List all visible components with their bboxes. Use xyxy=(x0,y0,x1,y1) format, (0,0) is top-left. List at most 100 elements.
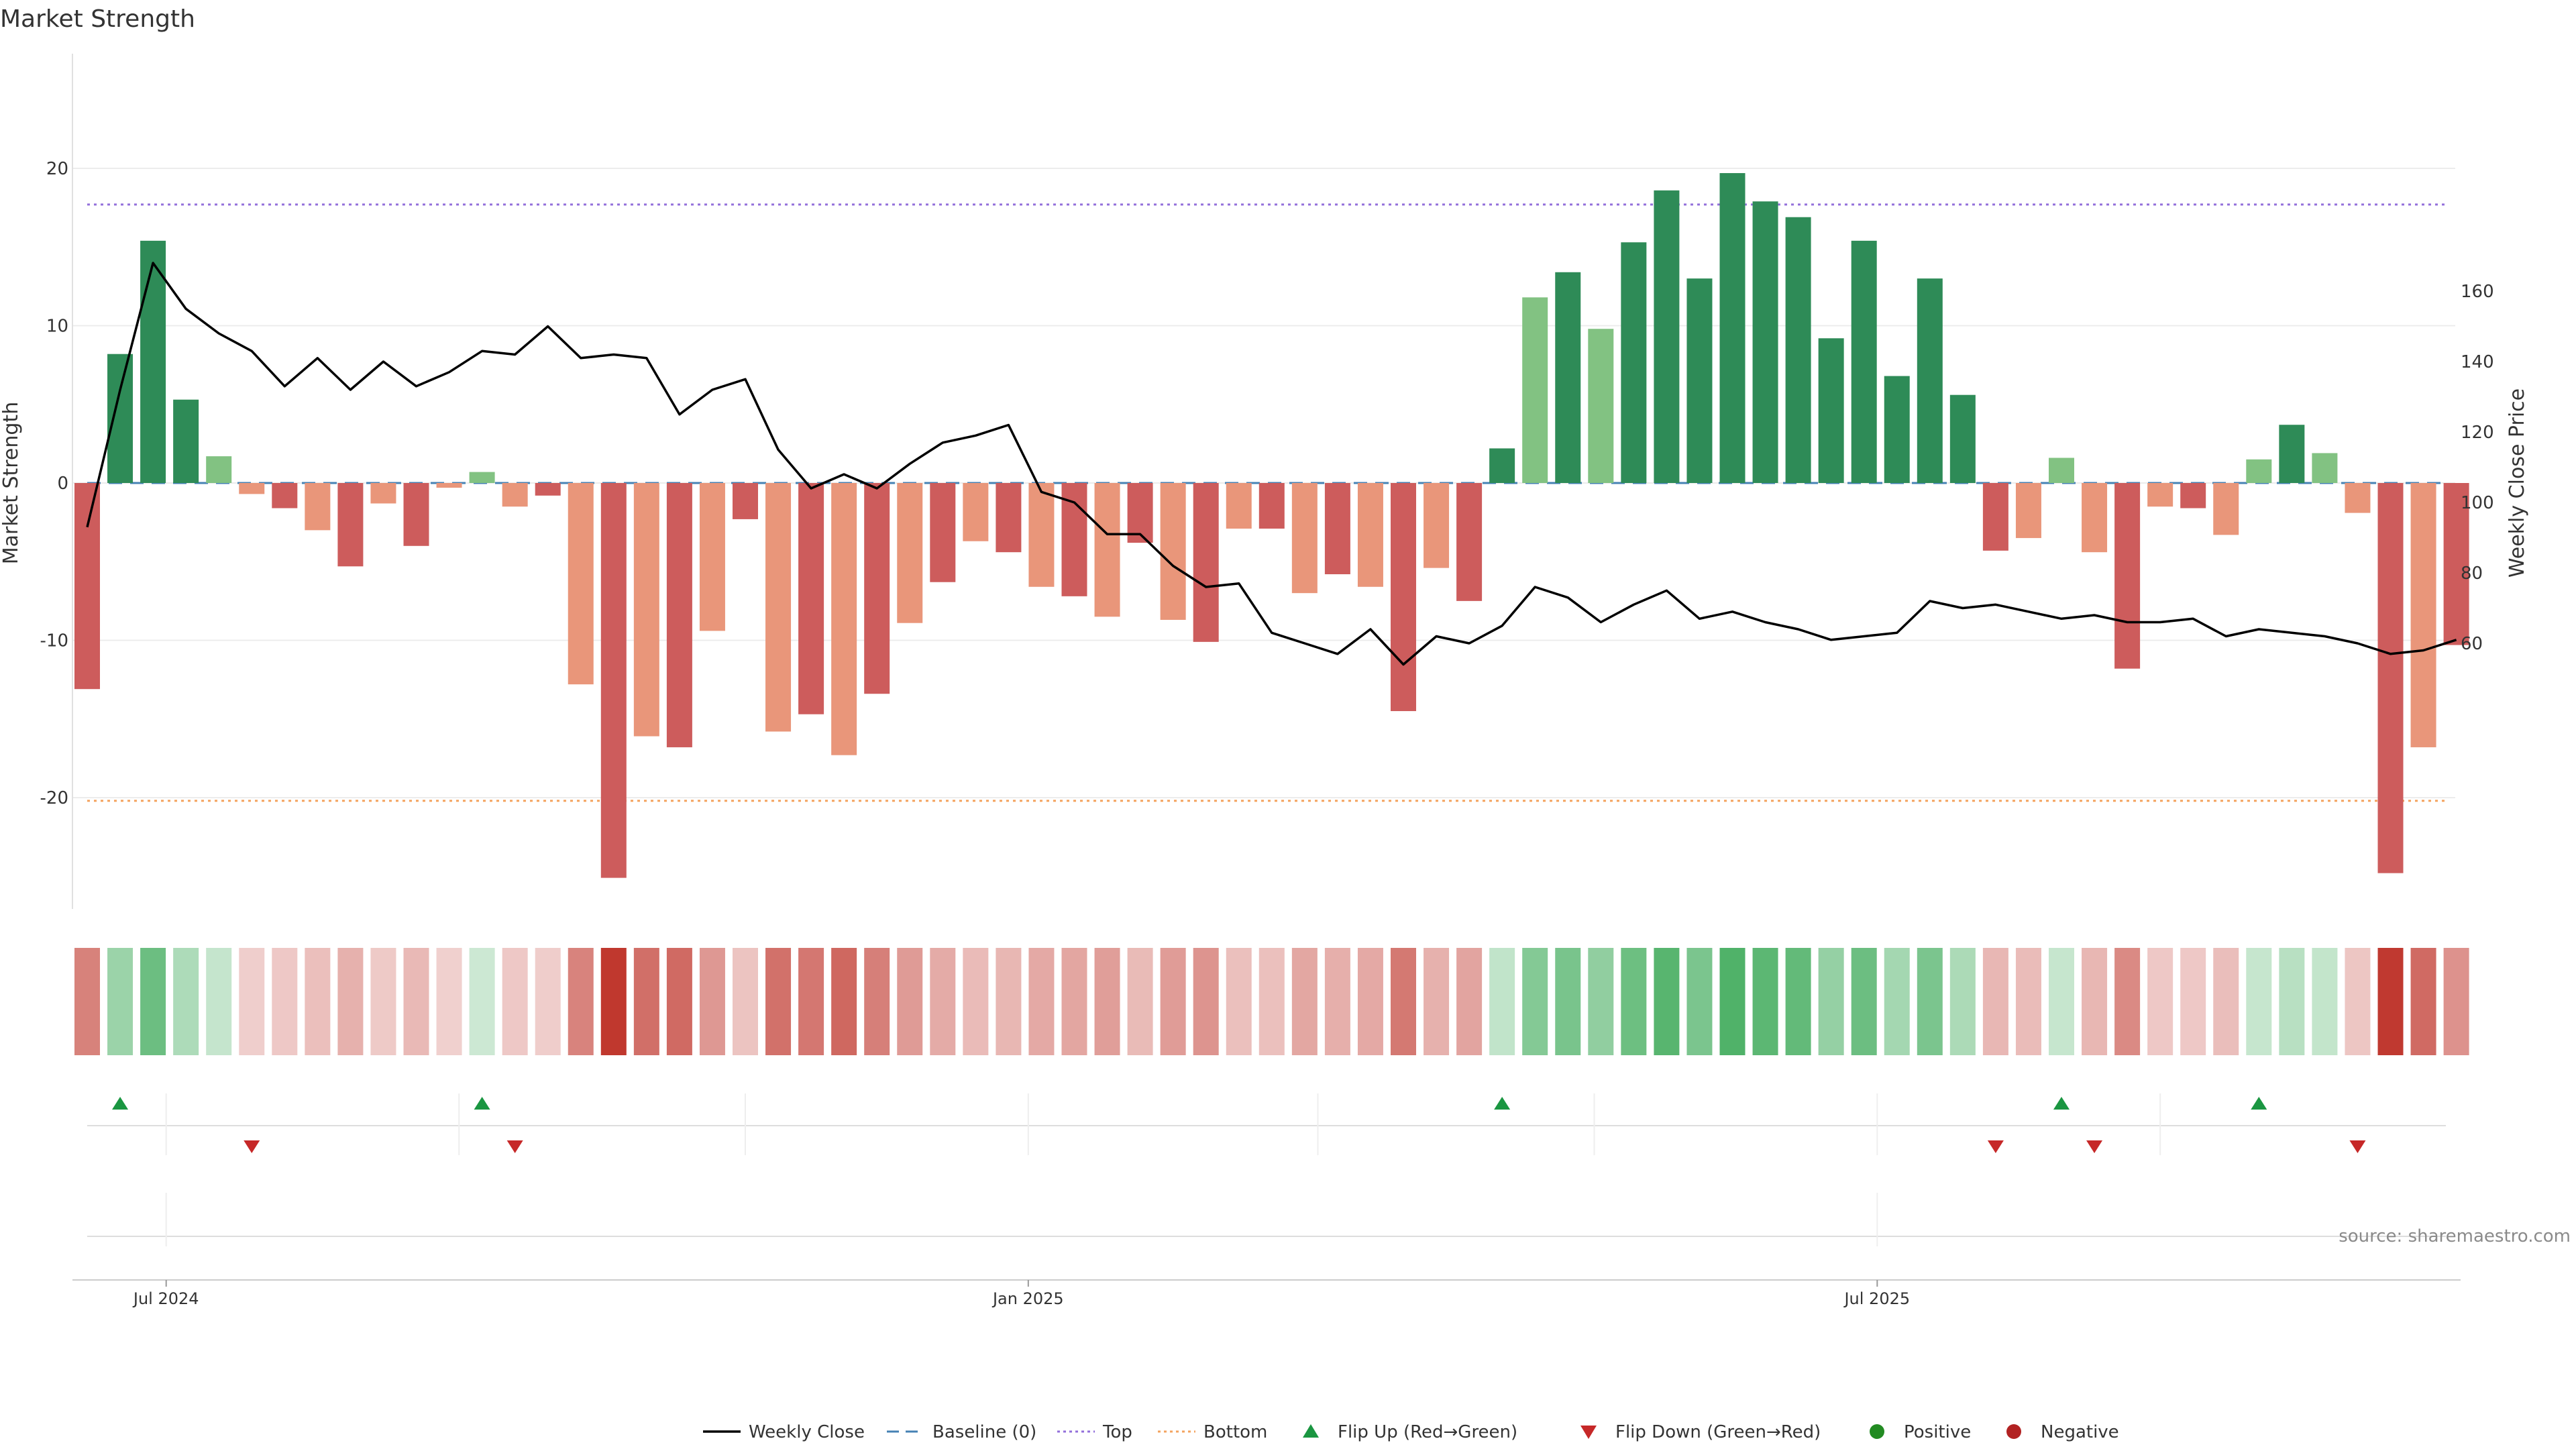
heat-cell xyxy=(897,948,923,1055)
heat-cell xyxy=(305,948,331,1055)
heat-cell xyxy=(1851,948,1877,1055)
strength-bar xyxy=(305,483,331,531)
heat-cell xyxy=(370,948,396,1055)
heat-cell xyxy=(2180,948,2206,1055)
strength-bar xyxy=(370,483,396,504)
flip-down-marker xyxy=(244,1140,260,1153)
strength-bar xyxy=(1456,483,1483,601)
strength-bar xyxy=(1522,297,1548,483)
heat-cell xyxy=(1291,948,1318,1055)
strength-bar xyxy=(831,483,857,755)
heat-cell xyxy=(107,948,133,1055)
heat-cell xyxy=(2246,948,2272,1055)
heat-cell xyxy=(140,948,166,1055)
flip-up-legend-label: Flip Up (Red→Green) xyxy=(1338,1422,1517,1442)
heat-cell xyxy=(1160,948,1186,1055)
strength-bar xyxy=(864,483,890,694)
heat-cell xyxy=(1324,948,1350,1055)
heat-cell xyxy=(1982,948,2008,1055)
y2-tick-label: 120 xyxy=(2461,423,2494,443)
y-tick-label: -10 xyxy=(40,631,68,651)
heat-cell xyxy=(469,948,495,1055)
heat-cell xyxy=(2147,948,2174,1055)
negative-swatch xyxy=(2006,1424,2021,1439)
heat-cell xyxy=(337,948,364,1055)
flip-up-marker xyxy=(1494,1097,1511,1110)
heat-cell xyxy=(1949,948,1976,1055)
strength-bar xyxy=(2213,483,2239,535)
strength-bar xyxy=(633,483,659,737)
heat-cell xyxy=(1884,948,1910,1055)
heat-cell xyxy=(1028,948,1055,1055)
strength-bar xyxy=(1127,483,1153,543)
strength-bar xyxy=(173,399,199,483)
strength-bar xyxy=(337,483,364,567)
strength-bar xyxy=(1621,242,1647,483)
heat-cell xyxy=(2114,948,2141,1055)
heat-cell xyxy=(864,948,890,1055)
flip-up-marker xyxy=(2251,1097,2267,1110)
strength-bar xyxy=(403,483,429,546)
date-tick-label: Jan 2025 xyxy=(991,1289,1064,1308)
strength-bar xyxy=(2114,483,2141,669)
strength-bar xyxy=(239,483,265,494)
strength-bar xyxy=(1982,483,2008,551)
top-legend-label: Top xyxy=(1102,1422,1132,1442)
heat-cell xyxy=(74,948,100,1055)
strength-bar xyxy=(1489,448,1515,483)
strength-bar xyxy=(699,483,725,631)
heat-cell xyxy=(206,948,232,1055)
strength-bar xyxy=(1555,272,1581,483)
strength-bar xyxy=(535,483,561,496)
strength-bar xyxy=(74,483,100,690)
strength-bars xyxy=(74,173,2469,878)
heat-cell xyxy=(798,948,824,1055)
heat-cell xyxy=(633,948,659,1055)
y2-tick-label: 100 xyxy=(2461,493,2494,513)
strength-bar xyxy=(1719,173,1746,483)
heat-cell xyxy=(1357,948,1383,1055)
strength-bar xyxy=(140,240,166,483)
heat-cell xyxy=(2015,948,2041,1055)
y-axis-label: Market Strength xyxy=(0,402,23,564)
strength-bar xyxy=(2082,483,2108,553)
strength-bar xyxy=(2049,458,2074,483)
heat-cell xyxy=(1456,948,1483,1055)
chart-legend: Weekly Close Baseline (0) Top Bottom Flip Up… xyxy=(703,1422,2119,1442)
heat-cell xyxy=(1522,948,1548,1055)
strength-bar xyxy=(2279,425,2305,483)
flip-down-legend-label: Flip Down (Green→Red) xyxy=(1615,1422,1821,1442)
strength-bar xyxy=(1654,190,1680,483)
heat-cell xyxy=(2312,948,2338,1055)
heat-cell xyxy=(1193,948,1219,1055)
strength-bar xyxy=(1686,278,1713,483)
flip-up-marker xyxy=(2053,1097,2070,1110)
baseline-legend-label: Baseline (0) xyxy=(932,1422,1036,1442)
flip-up-swatch xyxy=(1303,1424,1319,1438)
heat-cell xyxy=(502,948,528,1055)
heat-cell xyxy=(1127,948,1153,1055)
strength-bar xyxy=(1357,483,1383,587)
y-tick-label: -20 xyxy=(40,788,68,808)
y-tick-label: 10 xyxy=(46,317,68,337)
strength-bar xyxy=(2147,483,2174,507)
strength-bar xyxy=(2180,483,2206,508)
strength-bar xyxy=(2377,483,2404,873)
strength-bar xyxy=(666,483,692,747)
heat-cell xyxy=(2279,948,2305,1055)
heat-cell xyxy=(600,948,627,1055)
strength-bar xyxy=(1193,483,1219,642)
heat-cell xyxy=(2213,948,2239,1055)
strength-bar xyxy=(1028,483,1055,587)
y2-tick-label: 140 xyxy=(2461,352,2494,372)
strength-bar xyxy=(436,483,462,488)
heat-cell xyxy=(1917,948,1943,1055)
strength-bar xyxy=(897,483,923,623)
y2-tick-label: 80 xyxy=(2461,564,2483,584)
bottom-legend-label: Bottom xyxy=(1203,1422,1267,1442)
strength-bar xyxy=(2015,483,2041,539)
positive-swatch xyxy=(1870,1424,1884,1439)
heat-cell xyxy=(1621,948,1647,1055)
strength-bar xyxy=(2410,483,2436,747)
positive-legend-label: Positive xyxy=(1904,1422,1971,1442)
